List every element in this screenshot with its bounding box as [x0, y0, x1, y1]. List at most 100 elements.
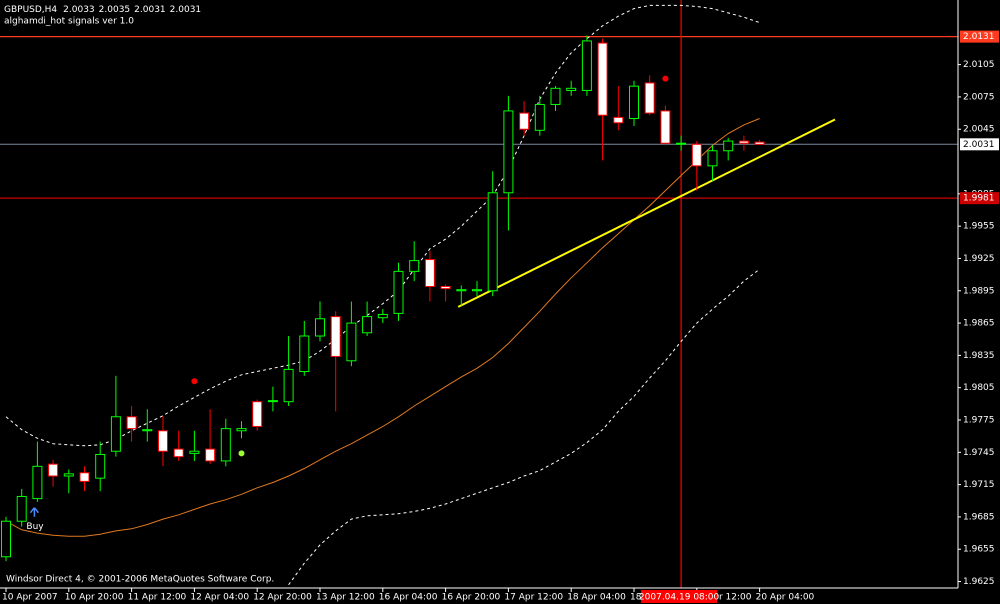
x-tick-label: 11 Apr 12:00 [128, 593, 187, 603]
y-tick-label: 1.9925 [963, 254, 995, 264]
candle-body [32, 465, 43, 500]
candle-body [346, 322, 357, 362]
candle-body [299, 335, 310, 373]
candle-body [220, 428, 231, 462]
candle-body [676, 142, 687, 145]
x-tick-label: 10 Apr 20:00 [65, 593, 124, 603]
candle-body [315, 318, 325, 337]
candle-body [393, 270, 404, 314]
candle-body [691, 143, 702, 167]
header-low: 2.0031 [134, 5, 166, 15]
candle-body [252, 401, 263, 427]
candle-body [519, 112, 530, 130]
plot-area: Buy [0, 0, 958, 588]
candle-body [189, 450, 200, 454]
candle-body [707, 150, 718, 167]
candle-body [456, 289, 467, 292]
x-tick-label: 16 Apr 04:00 [379, 593, 438, 603]
candle-body [377, 313, 388, 319]
bid-label-box [960, 138, 999, 151]
y-tick-label: 1.9895 [963, 286, 995, 296]
candle-body [63, 473, 74, 477]
y-tick-label: 1.9775 [963, 416, 995, 426]
candle-body [550, 87, 561, 105]
x-tick-label: 20 Apr 04:00 [756, 593, 815, 603]
candle-body [597, 42, 608, 116]
candle-body [487, 192, 498, 292]
x-tick-label: 10 Apr 2007 [2, 593, 58, 603]
y-tick-label: 1.9865 [963, 319, 995, 329]
candle-body [644, 82, 655, 114]
candle-body [613, 116, 624, 124]
x-tick-label: 12 Apr 04:00 [190, 593, 249, 603]
candle-body [409, 260, 420, 272]
candle-body [283, 368, 294, 403]
symbol: GBPUSD,H4 [4, 5, 57, 15]
y-tick-label: 1.9745 [963, 448, 995, 458]
y-tick-label: 1.9715 [963, 480, 995, 490]
candle-body [142, 429, 153, 432]
candle-body [95, 453, 106, 479]
header-close: 2.0031 [170, 5, 202, 15]
y-tick-label: 1.9685 [963, 512, 995, 522]
y-tick-label: 1.9655 [963, 545, 995, 555]
candle-body [754, 141, 765, 145]
y-tick-label: 1.9625 [963, 577, 995, 587]
x-tick-label: 13 Apr 12:00 [316, 593, 375, 603]
candle-body [534, 103, 545, 131]
candle-body [1, 520, 11, 558]
x-tick-label: 16 Apr 20:00 [442, 593, 501, 603]
axes: 1.9625 1.9655 1.9685 1.9715 1.9745 1.9775 1.98… [2, 30, 999, 603]
y-tick-label: 1.9805 [963, 383, 995, 393]
candle-body [267, 400, 278, 403]
header-open: 2.0033 [63, 5, 95, 15]
candle-body [173, 448, 184, 458]
x-tick-label: 17 Apr 12:00 [504, 593, 563, 603]
candle-body [110, 416, 121, 452]
candle-body [48, 463, 59, 477]
x-tick-label: 12 Apr 20:00 [253, 593, 312, 603]
indicator-line [288, 268, 760, 586]
header-high: 2.0035 [99, 5, 131, 15]
candle-body [16, 495, 27, 522]
candle-body [424, 259, 435, 287]
candle-body [629, 85, 639, 119]
candle-body [503, 110, 514, 194]
signal-dot [191, 378, 198, 385]
y-tick-label: 2.0105 [963, 60, 995, 70]
y-tick-label: 2.0075 [963, 92, 995, 102]
footer: Windsor Direct 4, © 2001-2006 MetaQuotes… [6, 575, 274, 585]
y-tick-label: 1.9835 [963, 351, 995, 361]
signal-label: Buy [26, 522, 44, 532]
candle-body [79, 472, 90, 482]
price-label: 2.0131 [963, 32, 995, 42]
candle-body [236, 428, 247, 432]
candle-body [738, 140, 749, 144]
vline-label: 2007.04.19 08:00 [639, 593, 720, 603]
candle-body [472, 289, 482, 292]
candle-body [362, 316, 373, 334]
candle-body [660, 110, 671, 144]
price-label: 1.9981 [963, 194, 995, 204]
price-label-box [960, 192, 999, 205]
chart-header: GBPUSD,H4 2.0033 2.0035 2.0031 2.0031 [4, 5, 201, 15]
candle-body [126, 416, 137, 430]
indicator-name: alghamdi_hot signals ver 1.0 [4, 17, 134, 27]
signal-arrow [29, 507, 39, 517]
x-tick-label: 19 Apr 12:00 [693, 593, 752, 603]
candle-body [158, 430, 168, 452]
indicator-line [5, 4, 760, 447]
candle-body [566, 87, 577, 91]
trendline [457, 118, 836, 308]
candle-body [581, 40, 592, 91]
y-tick-label: 1.9955 [963, 222, 995, 232]
signal-dot [662, 75, 669, 82]
vline-label-box [641, 590, 718, 603]
signal-dot [238, 450, 245, 457]
candle-body [440, 285, 451, 290]
candle-body [330, 316, 341, 357]
candle-body [205, 448, 216, 462]
candle-body [723, 140, 734, 152]
